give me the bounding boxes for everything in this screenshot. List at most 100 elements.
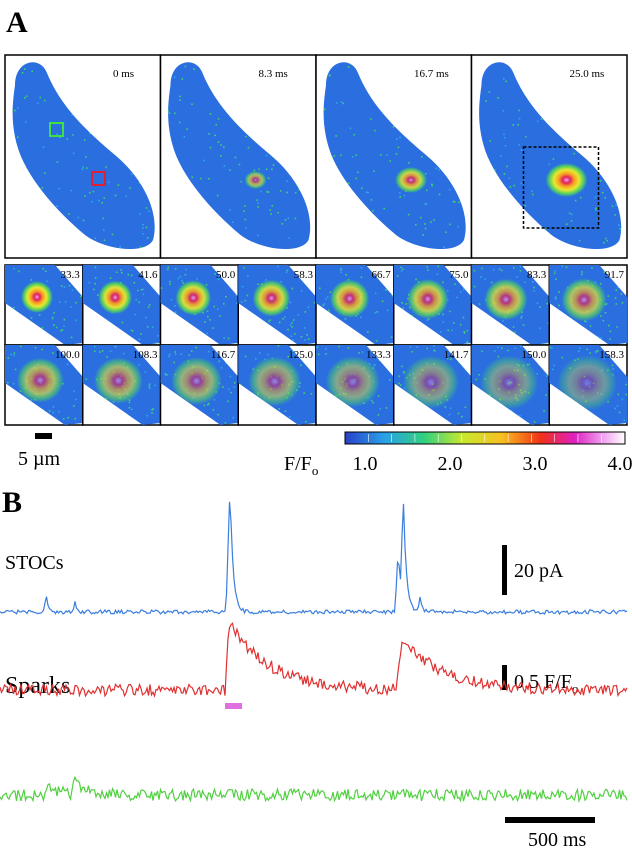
speckle xyxy=(120,269,122,271)
speckle xyxy=(168,355,170,358)
speckle xyxy=(91,200,93,203)
speckle xyxy=(46,280,48,283)
speckle xyxy=(191,103,193,106)
speckle xyxy=(373,363,376,366)
speckle xyxy=(217,141,220,144)
speckle xyxy=(296,357,298,359)
speckle xyxy=(220,366,223,369)
speckle xyxy=(503,78,505,80)
speckle xyxy=(539,327,542,330)
speckle xyxy=(288,237,290,239)
thumbnail: 58.3 xyxy=(237,264,317,346)
speckle xyxy=(139,213,141,215)
speckle xyxy=(184,273,187,276)
speckle xyxy=(494,350,496,352)
thumbnail: 116.7 xyxy=(159,344,239,426)
speckle xyxy=(254,358,257,360)
speckle xyxy=(66,363,69,366)
speckle xyxy=(166,374,168,376)
spark xyxy=(480,355,539,410)
speckle xyxy=(17,136,19,138)
speckle xyxy=(230,391,232,394)
frame-time: 25.0 ms xyxy=(570,68,605,80)
speckle xyxy=(304,339,306,341)
speckle xyxy=(181,279,183,282)
label-sub: o xyxy=(572,681,579,696)
speckle xyxy=(618,411,621,414)
speckle xyxy=(424,223,426,225)
spark xyxy=(93,357,143,404)
panel-label: A xyxy=(6,6,28,39)
speckle xyxy=(612,367,615,370)
speckle xyxy=(288,415,291,418)
speckle xyxy=(73,390,75,393)
speckle xyxy=(438,168,440,171)
speckle xyxy=(148,385,151,388)
speckle xyxy=(325,348,327,350)
speckle xyxy=(269,319,271,322)
speckle xyxy=(246,294,249,297)
speckle xyxy=(449,223,451,226)
speckle xyxy=(63,286,66,288)
speckle xyxy=(547,322,550,325)
speckle xyxy=(595,351,597,354)
speckles xyxy=(472,266,550,345)
speckle xyxy=(617,286,619,289)
speckle xyxy=(340,267,343,270)
thumb-time: 58.3 xyxy=(294,269,314,281)
speckle xyxy=(443,246,445,249)
thumbnail: 125.0 xyxy=(237,344,317,426)
speckle xyxy=(617,393,620,396)
spark xyxy=(561,278,607,322)
speckle xyxy=(435,167,437,170)
speckle xyxy=(41,186,44,189)
speckle xyxy=(398,375,400,377)
speckle xyxy=(182,282,184,284)
speckle xyxy=(122,352,125,355)
speckle xyxy=(72,152,75,155)
roi xyxy=(49,122,64,137)
speckle xyxy=(517,123,520,126)
speckle xyxy=(586,348,588,351)
speckle xyxy=(207,350,210,353)
speckle xyxy=(148,303,151,306)
speckle xyxy=(257,206,259,208)
speckle xyxy=(103,229,105,232)
speckle xyxy=(335,135,337,137)
speckle xyxy=(545,375,548,377)
speckle xyxy=(446,290,449,292)
speckle xyxy=(148,383,151,386)
speckle xyxy=(168,110,170,112)
speckle xyxy=(243,205,246,207)
speckle xyxy=(232,221,234,224)
speckle xyxy=(48,410,51,412)
speckle xyxy=(454,283,456,286)
speckle xyxy=(407,213,410,216)
speckle xyxy=(376,311,378,313)
speckle xyxy=(300,290,303,292)
speckle xyxy=(505,80,508,83)
speckle xyxy=(114,345,117,348)
speckle xyxy=(358,352,360,354)
speckle xyxy=(235,302,238,305)
speckle xyxy=(285,271,288,274)
speckle xyxy=(322,304,325,306)
speckle xyxy=(195,346,197,349)
thumbnail: 108.3 xyxy=(82,344,162,426)
speckle xyxy=(227,337,230,340)
speckle xyxy=(426,189,428,192)
speckle xyxy=(177,277,180,280)
speckle xyxy=(415,278,417,281)
speckle xyxy=(247,275,249,277)
speckle xyxy=(291,287,294,290)
speckle xyxy=(138,182,141,184)
speckle xyxy=(222,303,225,305)
scale-bar xyxy=(505,817,595,823)
speckle xyxy=(481,267,483,270)
speckle xyxy=(73,405,75,407)
spark xyxy=(402,355,460,409)
speckle xyxy=(386,309,389,312)
speckle xyxy=(439,331,442,333)
spark xyxy=(175,280,212,316)
speckle xyxy=(377,395,380,397)
